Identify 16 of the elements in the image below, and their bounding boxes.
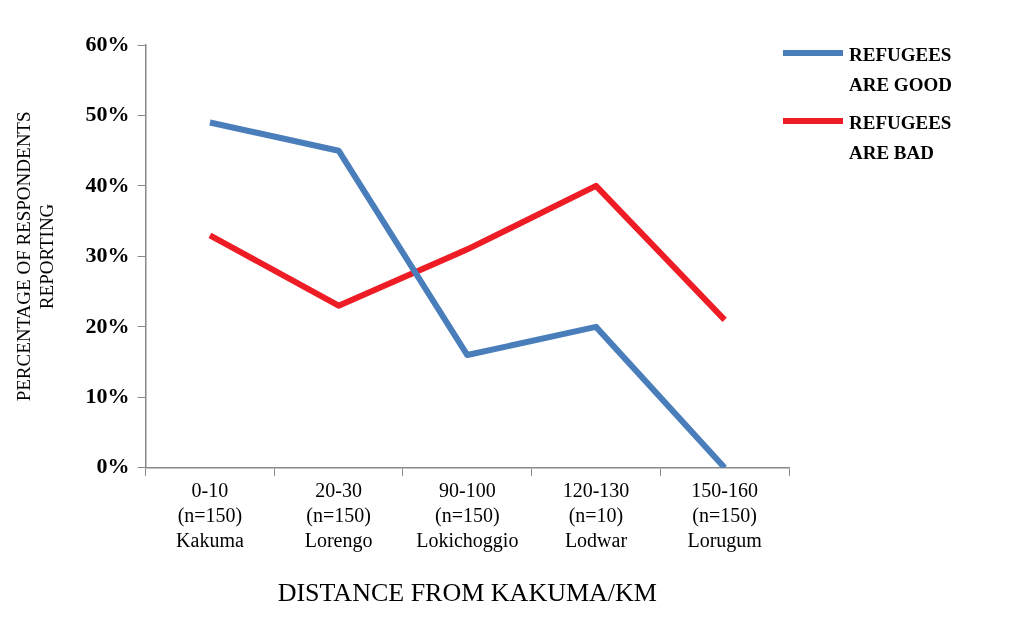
y-tick-label: 20% — [85, 312, 130, 338]
y-axis-title: PERCENTAGE OF RESPONDENTS REPORTING — [13, 111, 58, 402]
x-axis-title: DISTANCE FROM KAKUMA/KM — [277, 578, 657, 608]
legend-label: REFUGEES ARE BAD — [849, 111, 953, 165]
legend-label: REFUGEES ARE GOOD — [849, 43, 953, 97]
y-tick-label: 50% — [85, 101, 130, 127]
x-tick-label: 120-130 (n=10) Lodwar — [562, 478, 630, 551]
y-tick-label: 30% — [85, 242, 130, 268]
y-tick-label: 10% — [85, 383, 130, 409]
y-tick-label: 60% — [85, 30, 130, 56]
y-tick-label: 40% — [85, 171, 130, 197]
y-tick-label: 0% — [96, 453, 130, 479]
x-tick-label: 20-30 (n=150) Lorengo — [304, 478, 373, 552]
x-tick-label: 150-160 (n=150) Lorugum — [687, 478, 763, 552]
x-tick-label: 90-100 (n=150) Lokichoggio — [416, 478, 519, 552]
x-tick-label: 0-10 (n=150) Kakuma — [176, 478, 244, 551]
